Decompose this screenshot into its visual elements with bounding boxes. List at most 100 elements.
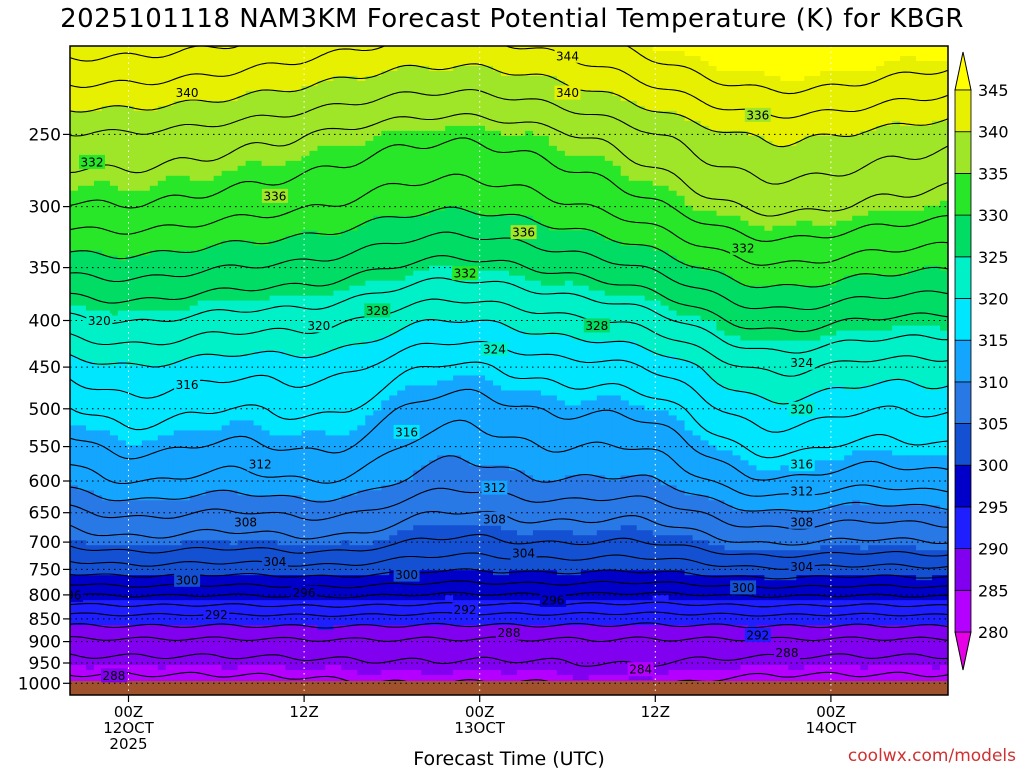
fill-cell [620, 600, 630, 626]
fill-cell [325, 46, 334, 82]
fill-cell [836, 625, 845, 666]
fill-cell [924, 390, 933, 456]
fill-cell [173, 310, 183, 362]
fill-cell [716, 625, 726, 671]
fill-cell [70, 355, 79, 427]
fill-cell [397, 625, 406, 671]
fill-cell [852, 600, 861, 626]
fill-cell [860, 130, 869, 217]
fill-cell [253, 245, 263, 302]
fill-cell [469, 65, 478, 127]
fill-cell [421, 130, 430, 217]
fill-cell [269, 46, 279, 92]
fill-cell [940, 550, 948, 576]
fill-cell [70, 305, 79, 357]
fill-cell [540, 285, 550, 337]
fill-cell [572, 285, 582, 342]
fill-cell [700, 125, 710, 212]
fill-cell [652, 480, 662, 536]
fill-cell [588, 46, 598, 92]
fill-cell [93, 310, 103, 367]
fill-cell [780, 46, 789, 82]
fill-cell [325, 600, 334, 631]
credit-link[interactable]: coolwx.com/models [847, 746, 1016, 766]
fill-cell [884, 505, 893, 546]
colorbar-swatch [954, 131, 972, 174]
fill-cell [309, 500, 319, 546]
fill-cell [780, 510, 789, 551]
fill-cell [724, 130, 734, 217]
contour-290 [70, 622, 948, 629]
fill-cell [229, 625, 239, 671]
fill-cell [501, 46, 510, 77]
fill-cell [485, 465, 494, 526]
fill-cell [660, 595, 670, 626]
contour-label-bg [481, 480, 508, 495]
fill-cell [181, 250, 191, 312]
fill-cell [908, 625, 917, 666]
fill-cell [197, 355, 207, 431]
fill-cell [125, 500, 135, 546]
fill-cell [644, 46, 654, 112]
fill-cell [900, 545, 909, 576]
fill-cell [397, 480, 406, 531]
fill-cell [245, 575, 255, 601]
fill-cell [301, 155, 311, 232]
fill-cell [501, 215, 510, 272]
fill-cell [700, 46, 710, 62]
fill-cell [524, 130, 534, 217]
fill-cell [532, 220, 542, 282]
fill-cell [780, 405, 789, 466]
y-tick-label: 400 [29, 312, 61, 332]
fill-cell [612, 480, 622, 531]
fill-cell [213, 540, 223, 576]
fill-cell [277, 90, 287, 167]
fill-cell [684, 360, 694, 432]
fill-cell [77, 360, 87, 427]
fill-cell [253, 46, 263, 92]
fill-cell [205, 665, 215, 695]
fill-cell [564, 575, 574, 601]
fill-cell [413, 525, 422, 571]
fill-cell [828, 545, 837, 576]
fill-cell [509, 625, 518, 676]
fill-cell [772, 625, 781, 666]
fill-cell [524, 625, 534, 671]
fill-cell [700, 370, 710, 441]
fill-cell [461, 270, 470, 322]
fill-cell [405, 480, 414, 531]
fill-cell [708, 210, 718, 272]
fill-cell [165, 545, 175, 576]
fill-cell [421, 625, 430, 676]
fill-cell [604, 90, 614, 162]
fill-cell [620, 295, 630, 342]
fill-cell [365, 75, 374, 142]
fill-cell [668, 625, 678, 671]
fill-cell [93, 625, 103, 666]
fill-cell [333, 545, 342, 576]
fill-cell [333, 350, 342, 436]
fill-cell [724, 625, 734, 671]
fill-cell [532, 75, 542, 137]
fill-cell [277, 600, 287, 626]
fill-cell [844, 575, 853, 601]
fill-cell [397, 570, 406, 601]
fill-cell [237, 575, 247, 601]
fill-cell [628, 245, 638, 297]
fill-cell [628, 340, 638, 407]
fill-cell [469, 625, 478, 671]
fill-cell [509, 570, 518, 601]
fill-cell [676, 625, 686, 671]
fill-cell [229, 100, 239, 172]
fill-cell [245, 300, 255, 357]
fill-cell [612, 625, 622, 676]
fill-cell [940, 60, 948, 122]
fill-cell [780, 80, 789, 147]
fill-cell [820, 545, 829, 576]
fill-cell [796, 285, 805, 342]
fill-cell [908, 46, 917, 57]
fill-cell [381, 540, 390, 576]
fill-cell [548, 625, 558, 671]
fill-cell [389, 70, 398, 132]
fill-cell [924, 325, 933, 392]
